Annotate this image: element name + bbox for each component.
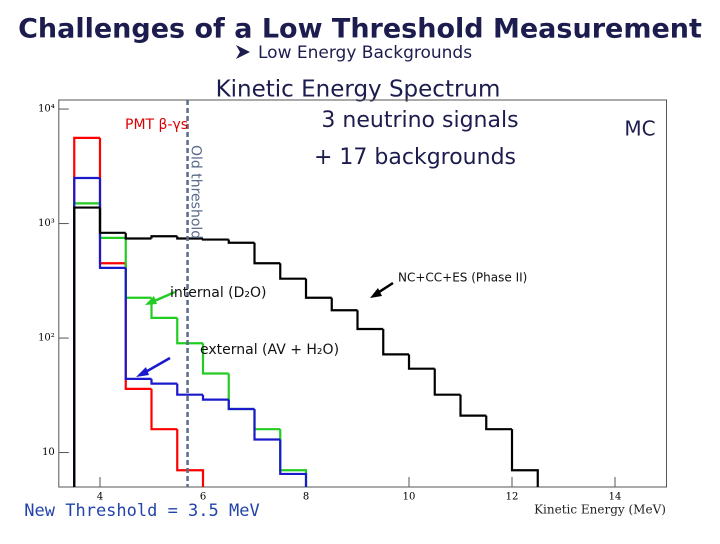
histogram-bin (227, 399, 255, 411)
histogram-bin (201, 343, 229, 375)
series-label: internal (D₂O) (170, 285, 267, 301)
x-tick-label: 6 (200, 492, 206, 503)
histogram-bin (124, 267, 152, 380)
histogram-bin (150, 297, 178, 319)
bullet-arrow (236, 45, 250, 59)
series-label: NC+CC+ES (Phase II) (398, 271, 527, 285)
x-tick-label: 8 (303, 492, 309, 503)
arrow-head (370, 288, 382, 298)
plot-title: Kinetic Energy Spectrum (216, 77, 501, 103)
histogram-bin (330, 297, 358, 312)
histogram-bin (176, 317, 203, 345)
histogram-bin (407, 354, 435, 370)
threshold-label: Old threshold (188, 145, 204, 239)
x-tick-label: 4 (97, 492, 103, 503)
histogram-bin (201, 394, 229, 401)
plot-frame (58, 99, 668, 488)
annotation: MC (624, 117, 655, 141)
histogram-bin (279, 439, 308, 487)
series-label: PMT β-γs (125, 117, 188, 133)
x-tick-label: 10 (403, 492, 416, 503)
annotation: 3 neutrino signals (321, 108, 518, 133)
histogram-bin (227, 239, 255, 244)
arrow-head (136, 367, 149, 377)
series-label: external (AV + H₂O) (200, 342, 339, 358)
annotation: + 17 backgrounds (314, 145, 516, 170)
histogram-bin (73, 206, 100, 487)
histogram-bin (356, 310, 384, 331)
y-tick-label: 10² (38, 333, 55, 344)
x-tick-label: 14 (609, 492, 622, 503)
histogram-bin (253, 409, 281, 441)
histogram-bin (459, 394, 487, 417)
y-tick-label: 10⁴ (38, 104, 55, 115)
x-axis-label: Kinetic Energy (MeV) (534, 503, 666, 517)
histogram-bin (253, 242, 281, 265)
annotation: New Threshold = 3.5 MeV (24, 501, 259, 521)
histogram-bin (150, 378, 178, 385)
histogram-bin (433, 368, 461, 396)
histogram-bin (510, 429, 539, 487)
slide-title: Challenges of a Low Threshold Measuremen… (18, 14, 702, 45)
histogram-bin (485, 415, 512, 431)
subtitle: Low Energy Backgrounds (258, 43, 472, 63)
histogram-bin (176, 383, 203, 396)
histogram-bin (150, 388, 178, 431)
histogram-bin (382, 328, 409, 356)
histogram-bin (98, 207, 126, 234)
histogram-bin (124, 232, 152, 240)
histogram-bin (150, 235, 178, 239)
histogram-bin (176, 236, 203, 240)
histogram-bin (304, 278, 332, 299)
arrow (151, 290, 176, 304)
x-tick-label: 12 (506, 492, 519, 503)
histogram-bin (201, 238, 229, 241)
histogram-bin (176, 429, 205, 487)
y-tick-label: 10 (42, 447, 55, 458)
histogram-bin (279, 263, 306, 280)
y-tick-label: 10³ (38, 218, 55, 229)
